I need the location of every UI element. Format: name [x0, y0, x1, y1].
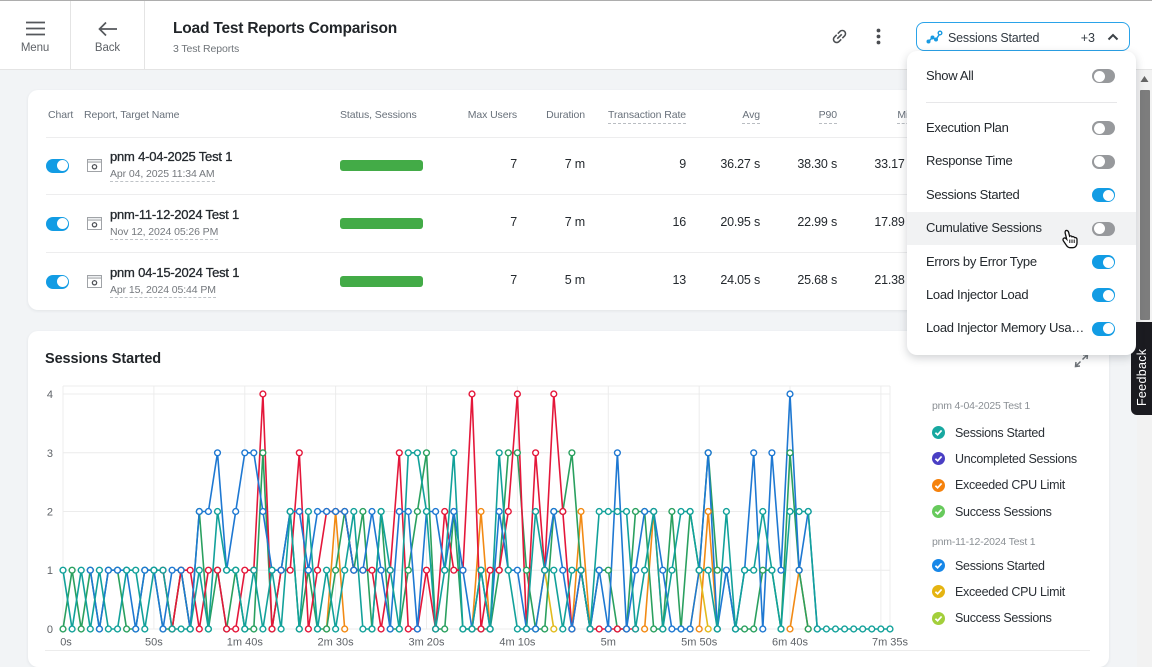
svg-text:50s: 50s: [145, 637, 163, 649]
svg-text:1: 1: [47, 565, 53, 577]
svg-text:4m 10s: 4m 10s: [499, 637, 536, 649]
svg-text:4: 4: [47, 389, 53, 401]
svg-text:6m 40s: 6m 40s: [772, 637, 809, 649]
svg-text:1m 40s: 1m 40s: [227, 637, 264, 649]
svg-text:7m 35s: 7m 35s: [872, 637, 909, 649]
svg-text:5m: 5m: [601, 637, 616, 649]
svg-text:3m 20s: 3m 20s: [408, 637, 445, 649]
svg-text:0: 0: [47, 624, 53, 636]
svg-text:3: 3: [47, 448, 53, 460]
svg-text:2m 30s: 2m 30s: [318, 637, 355, 649]
svg-text:5m 50s: 5m 50s: [681, 637, 718, 649]
svg-text:2: 2: [47, 507, 53, 519]
svg-text:0s: 0s: [60, 637, 72, 649]
